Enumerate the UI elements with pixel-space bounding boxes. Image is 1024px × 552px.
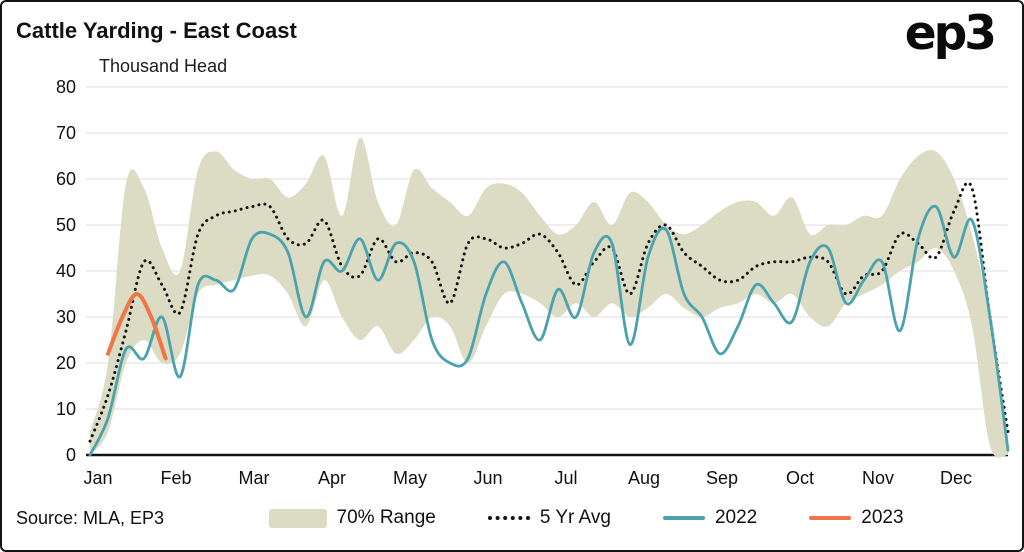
x-tick-label: Jul — [554, 468, 577, 488]
y-tick-label: 60 — [56, 169, 76, 189]
legend-label-70-range: 70% Range — [336, 507, 436, 528]
line-2022-swatch — [662, 516, 705, 520]
legend-label-2023: 2023 — [861, 507, 904, 528]
x-tick-label: Nov — [862, 468, 894, 488]
legend-item-70-range: 70% Range — [268, 507, 436, 529]
x-tick-label: Dec — [940, 468, 972, 488]
x-tick-label: Sep — [706, 468, 738, 488]
series-line-2022 — [88, 204, 1010, 457]
x-tick-label: Oct — [786, 468, 814, 488]
y-axis-units-label: Thousand Head — [99, 56, 228, 76]
range-band — [90, 137, 1008, 458]
y-tick-label: 10 — [56, 399, 76, 419]
source-note: Source: MLA, EP3 — [16, 507, 165, 528]
series-line-2023 — [106, 292, 168, 361]
chart-title: Cattle Yarding - East Coast — [16, 18, 297, 43]
legend-label-2022: 2022 — [714, 507, 758, 528]
range-band-swatch — [268, 508, 327, 528]
x-tick-label: Mar — [239, 468, 270, 488]
dotted-line-swatch — [487, 516, 530, 520]
y-tick-label: 20 — [56, 353, 76, 373]
chart-legend: 70% Range 5 Yr Avg 2022 2023 — [164, 507, 1008, 529]
x-tick-label: Jun — [473, 468, 502, 488]
legend-item-2022: 2022 — [662, 507, 758, 529]
x-tick-label: Feb — [160, 468, 191, 488]
legend-label-5yr-avg: 5 Yr Avg — [539, 507, 611, 528]
cattle-yarding-chart: 0 10 20 30 40 50 60 70 80 Jan Feb Mar Apr May Jun Jul Au… — [56, 77, 1010, 488]
legend-item-2023: 2023 — [809, 507, 904, 529]
line-2023-swatch — [809, 516, 852, 520]
chart-footer: Source: MLA, EP3 70% Range 5 Yr Avg 2022… — [2, 494, 1022, 550]
y-tick-label: 0 — [66, 445, 76, 465]
x-tick-label: May — [393, 468, 427, 488]
x-tick-label: Apr — [318, 468, 346, 488]
x-tick-label: Jan — [83, 468, 112, 488]
x-tick-label: Aug — [628, 468, 660, 488]
y-tick-label: 70 — [56, 123, 76, 143]
ep3-logo: ep3 — [904, 6, 997, 61]
y-tick-label: 40 — [56, 261, 76, 281]
y-tick-label: 30 — [56, 307, 76, 327]
y-tick-label: 50 — [56, 215, 76, 235]
legend-item-5yr-avg: 5 Yr Avg — [487, 507, 611, 529]
y-tick-label: 80 — [56, 77, 76, 97]
